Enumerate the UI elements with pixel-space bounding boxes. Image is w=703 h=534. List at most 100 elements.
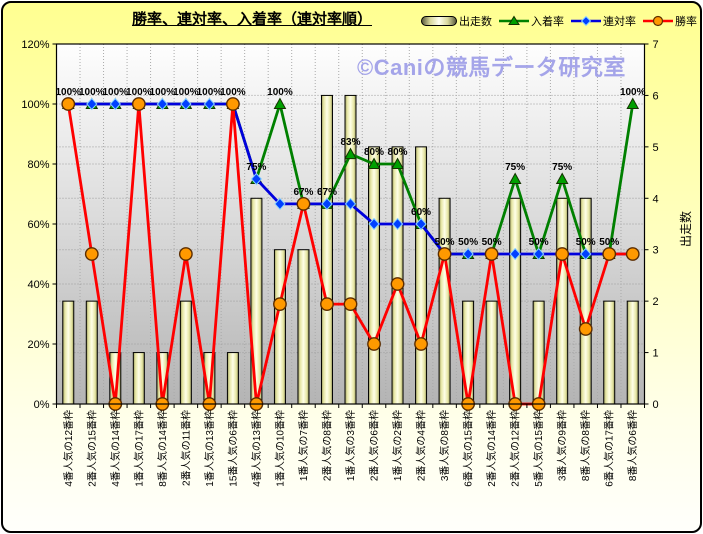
win-rate-marker (367, 337, 381, 351)
left-axis-tick-label: 40% (27, 279, 49, 291)
legend-item-place-rate: 入着率 (499, 13, 564, 29)
win-rate-marker (414, 337, 428, 351)
category-label: 1番人気の13番枠 (203, 410, 216, 487)
right-axis-tick-label: 0 (653, 399, 659, 411)
left-axis-tick-label: 0% (34, 399, 50, 411)
bar-1番人気の7番枠 (297, 249, 310, 405)
point-label: 75% (246, 162, 266, 173)
right-axis-tick-label: 4 (653, 193, 659, 205)
legend-item-starts: 出走数 (421, 13, 492, 29)
quinella-rate-marker (86, 97, 98, 111)
category-label: 6番人気の15番枠 (462, 410, 475, 487)
point-label: 100% (620, 87, 646, 98)
category-label: 2番人気の11番枠 (179, 410, 192, 486)
bar-5番人気の15番枠 (532, 300, 545, 405)
quinella-rate-marker (156, 97, 169, 111)
point-label: 100% (103, 87, 129, 98)
bar-4番人気の13番枠 (250, 197, 263, 405)
right-axis-title: 出走数 (678, 211, 693, 247)
bar-2番人気の11番枠 (179, 300, 192, 405)
bar-8番人気の6番枠 (626, 300, 639, 405)
point-label: 50% (599, 237, 619, 248)
category-label: 2番人気の8番枠 (320, 410, 333, 481)
quinella-rate-marker (391, 217, 404, 231)
place-rate-marker (508, 172, 522, 184)
quinella-rate-marker (321, 197, 333, 211)
place-rate-marker (555, 172, 569, 184)
point-label: 75% (552, 162, 572, 173)
bar-2番人気の6番枠 (368, 146, 381, 405)
bar-3番人気の9番枠 (556, 197, 569, 405)
point-label: 100% (267, 87, 293, 98)
point-label: 75% (505, 162, 525, 173)
quinella-rate-marker (368, 217, 380, 231)
legend-label-win-rate: 勝率 (675, 16, 697, 28)
category-label: 5番人気の15番枠 (532, 410, 545, 487)
point-label: 100% (220, 87, 246, 98)
point-label: 50% (529, 237, 549, 248)
axes: 0% 20% 40% 60% 80% 100% 120% 0 1 2 3 4 5 6 7 出走数 (21, 39, 693, 411)
starts-bar-swatch-icon (421, 16, 457, 26)
bar-15番人気の6番枠 (226, 352, 239, 405)
point-label: 50% (458, 237, 478, 248)
category-label: 1番人気の7番枠 (297, 410, 310, 481)
bar-1番人気の17番枠 (132, 352, 145, 405)
quinella-rate-marker (532, 247, 545, 261)
win-rate-marker (484, 247, 499, 261)
place-rate-marker (344, 147, 357, 160)
right-axis-tick-label: 7 (653, 39, 659, 51)
win-rate-line-icon (643, 15, 673, 27)
win-rate-marker (555, 247, 570, 261)
bar-2番人気の8番枠 (320, 94, 333, 405)
win-rate-marker (625, 247, 640, 261)
legend-label-quinella-rate: 連対率 (603, 16, 636, 28)
quinella-rate-marker (509, 247, 521, 261)
category-label: 8番人気の14番枠 (156, 410, 169, 487)
win-rate-marker (84, 247, 99, 261)
bar-3番人気の8番枠 (438, 197, 451, 405)
win-rate-marker (343, 297, 358, 311)
point-label: 67% (317, 187, 337, 198)
bar-1番人気の10番枠 (273, 249, 286, 405)
point-label: 100% (197, 87, 223, 98)
category-label: 2番人気の12番枠 (509, 410, 522, 487)
bar-2番人気の4番枠 (415, 146, 428, 405)
legend-label-place-rate: 入着率 (531, 16, 564, 28)
win-rate-marker (296, 196, 311, 211)
category-label: 2番人気の6番枠 (368, 410, 381, 481)
category-label: 1番人気の2番枠 (391, 410, 404, 481)
bar-2番人気の14番枠 (485, 300, 498, 405)
quinella-rate-line-icon (571, 15, 601, 27)
quinella-rate-marker (109, 97, 121, 111)
legend-label-starts: 出走数 (459, 16, 492, 28)
bar-4番人気の12番枠 (62, 300, 75, 405)
category-label: 8番人気の8番枠 (579, 410, 592, 481)
win-rate-marker (178, 247, 193, 261)
category-label: 3番人気の9番枠 (556, 410, 569, 481)
right-axis-tick-label: 2 (653, 296, 659, 308)
category-label: 1番人気の3番枠 (344, 410, 357, 481)
win-rate-marker (131, 97, 146, 111)
point-label: 50% (576, 237, 596, 248)
right-axis-tick-label: 5 (653, 142, 659, 154)
category-label: 4番人気の13番枠 (250, 410, 263, 487)
quinella-rate-marker (203, 97, 216, 111)
quinella-rate-marker (415, 217, 427, 231)
right-axis-tick-label: 1 (653, 348, 659, 360)
right-axis-tick-label: 6 (653, 90, 659, 102)
quinella-rate-marker (344, 197, 357, 211)
left-axis-tick-label: 60% (27, 219, 49, 231)
bar-8番人気の8番枠 (579, 197, 592, 405)
win-rate-marker (437, 247, 452, 261)
point-label: 80% (388, 147, 408, 158)
win-rate-series (61, 97, 640, 411)
point-label: 80% (364, 147, 384, 158)
category-label: 4番人気の12番枠 (62, 410, 75, 487)
point-label: 100% (79, 87, 105, 98)
category-label: 2番人気の15番枠 (85, 410, 98, 487)
category-label: 6番人気の17番枠 (603, 410, 616, 487)
bar-2番人気の15番枠 (85, 300, 98, 405)
win-rate-marker (273, 297, 287, 311)
